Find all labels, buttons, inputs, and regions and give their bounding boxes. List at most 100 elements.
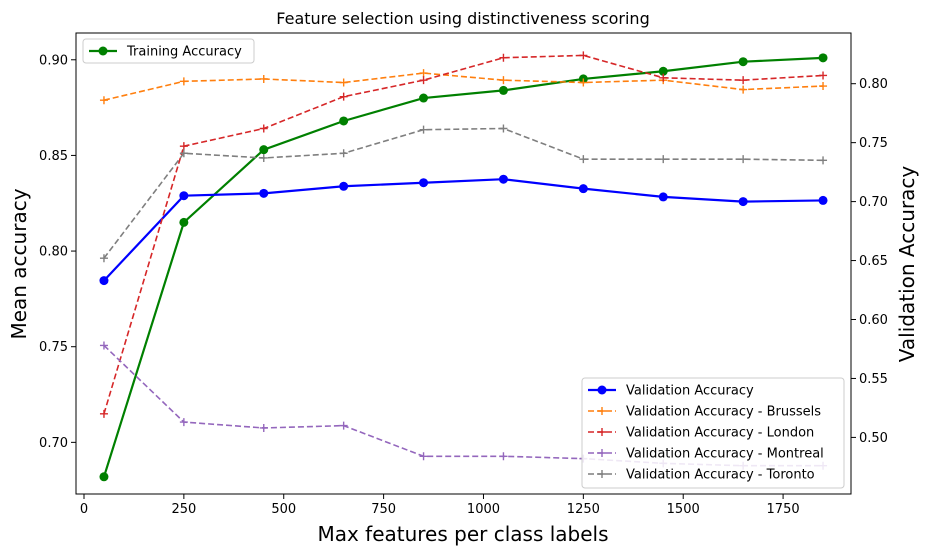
y-tick-label-right: 0.60 xyxy=(859,313,888,328)
data-point xyxy=(179,191,189,201)
legend-marker xyxy=(598,449,606,457)
y-tick-label-right: 0.70 xyxy=(859,195,888,210)
series-line xyxy=(103,72,824,101)
data-point xyxy=(499,53,508,62)
y-tick-label-left: 0.90 xyxy=(39,53,68,68)
legend-entry-2: Validation Accuracy - London xyxy=(588,426,814,441)
y-axis-label-left: Mean accuracy xyxy=(7,188,31,339)
data-point xyxy=(339,116,349,126)
data-point xyxy=(259,74,268,83)
data-point xyxy=(339,149,348,158)
data-point xyxy=(339,181,349,191)
y-tick-label-right: 0.55 xyxy=(859,372,888,387)
data-point xyxy=(419,125,428,134)
data-point xyxy=(579,51,588,60)
x-tick-label: 250 xyxy=(171,502,196,517)
series-line xyxy=(103,344,824,467)
data-point xyxy=(419,452,428,461)
data-point xyxy=(658,66,668,76)
series-line xyxy=(102,56,824,478)
legend-marker xyxy=(598,407,606,415)
axes: 0 250 500 750 1000 1250 1500 1750 0.70 0.75 0.80 0.… xyxy=(39,32,888,517)
legend-entry-1: Validation Accuracy - Brussels xyxy=(588,405,821,420)
legend-label: Validation Accuracy xyxy=(626,384,754,399)
data-point xyxy=(818,53,828,63)
data-point xyxy=(339,78,348,87)
data-point xyxy=(738,197,748,207)
legend-label: Training Accuracy xyxy=(126,45,242,60)
plot-area xyxy=(99,51,828,482)
y-tick-label-left: 0.75 xyxy=(39,340,68,355)
legend-entry-4: Validation Accuracy - Toronto xyxy=(588,468,815,483)
x-tick-label: 500 xyxy=(271,502,296,517)
y-tick-label-left: 0.85 xyxy=(39,149,68,164)
data-point xyxy=(99,276,109,286)
data-point xyxy=(99,341,108,350)
legend-marker xyxy=(597,385,607,395)
data-point xyxy=(99,409,108,418)
data-point xyxy=(339,92,348,101)
data-point xyxy=(498,85,508,95)
data-point xyxy=(578,184,588,194)
data-point xyxy=(819,82,828,91)
x-axis-label: Max features per class labels xyxy=(317,522,608,546)
data-point xyxy=(179,149,188,158)
series-right-1 xyxy=(99,69,828,105)
legend-label: Validation Accuracy - Toronto xyxy=(626,468,815,483)
legend-marker xyxy=(598,470,606,478)
data-point xyxy=(259,423,268,432)
legend-label: Validation Accuracy - Brussels xyxy=(626,405,821,420)
y-tick-label-left: 0.80 xyxy=(39,245,68,260)
y-tick-label-right: 0.50 xyxy=(859,431,888,446)
data-point xyxy=(179,77,188,86)
data-point xyxy=(579,155,588,164)
x-tick-label: 1500 xyxy=(667,502,700,517)
data-point xyxy=(819,71,828,80)
data-point xyxy=(419,76,428,85)
y-tick-label-left: 0.70 xyxy=(39,436,68,451)
data-point xyxy=(739,155,748,164)
data-point xyxy=(738,57,748,67)
data-point xyxy=(499,452,508,461)
series-line xyxy=(103,178,824,282)
data-point xyxy=(818,195,828,205)
legend-box xyxy=(82,38,255,64)
data-point xyxy=(419,69,428,78)
series-right-0 xyxy=(99,174,828,286)
legend-entry-3: Validation Accuracy - Montreal xyxy=(588,447,824,462)
data-point xyxy=(739,76,748,85)
plot-frame xyxy=(75,32,852,495)
data-point xyxy=(659,155,668,164)
data-point xyxy=(498,174,508,184)
series-line xyxy=(103,54,824,415)
chart-title: Feature selection using distinctiveness … xyxy=(276,9,649,28)
y-axis-label-right: Validation Accuracy xyxy=(895,166,919,363)
x-tick-label: 1250 xyxy=(567,502,600,517)
data-point xyxy=(579,78,588,87)
series-right-4 xyxy=(99,124,828,263)
legend-label: Validation Accuracy - London xyxy=(626,426,814,441)
data-point xyxy=(259,153,268,162)
data-point xyxy=(99,96,108,105)
data-point xyxy=(99,254,108,263)
y-tick-label-right: 0.80 xyxy=(859,77,888,92)
x-tick-label: 1000 xyxy=(467,502,500,517)
data-point xyxy=(499,76,508,85)
data-point xyxy=(419,93,429,103)
legend-entry-0: Training Accuracy xyxy=(89,45,242,60)
data-point xyxy=(499,124,508,133)
data-point xyxy=(819,156,828,165)
series-right-2 xyxy=(99,51,828,418)
data-point xyxy=(179,418,188,427)
y-tick-label-right: 0.75 xyxy=(859,136,888,151)
data-point xyxy=(739,85,748,94)
legend-marker xyxy=(98,46,108,56)
series-line xyxy=(103,127,824,259)
data-point xyxy=(259,124,268,133)
data-point xyxy=(179,217,189,227)
legend-training: Training Accuracy xyxy=(82,38,255,64)
data-point xyxy=(419,178,429,188)
data-point xyxy=(99,472,109,482)
legend-marker xyxy=(598,428,606,436)
data-point xyxy=(658,192,668,202)
